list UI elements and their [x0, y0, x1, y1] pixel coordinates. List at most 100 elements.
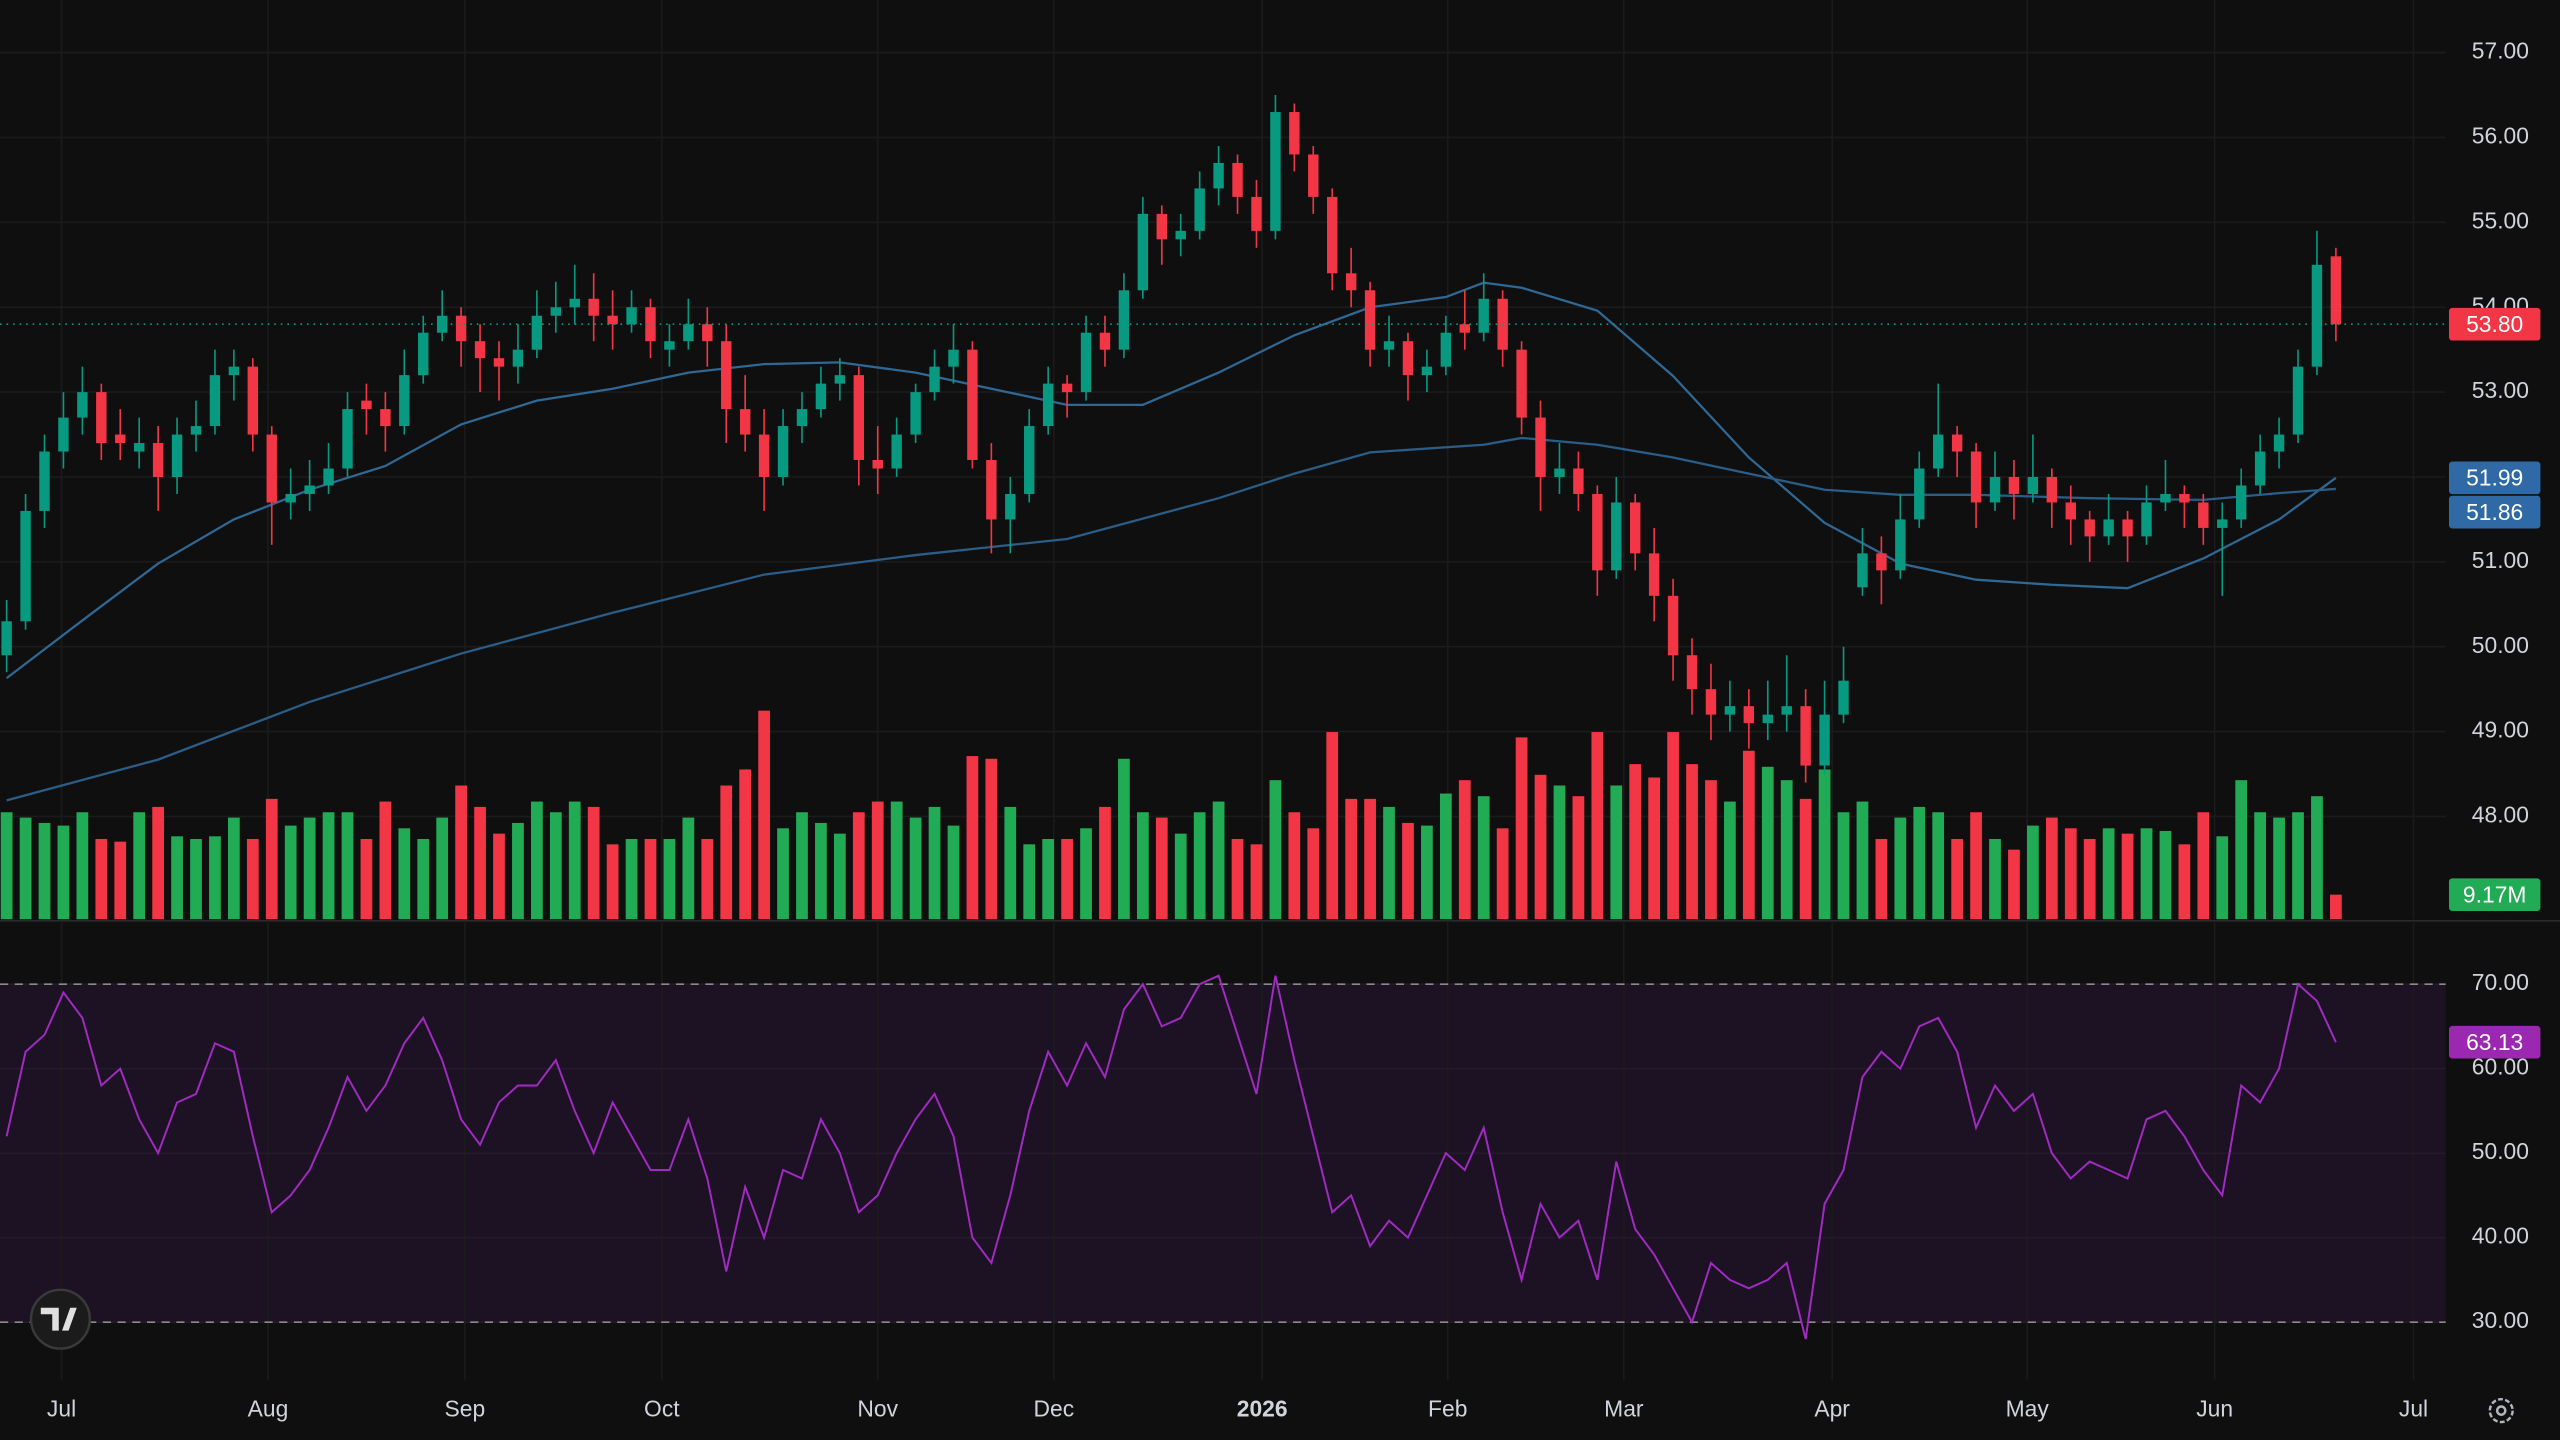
candle-body	[777, 426, 789, 477]
candle-body	[1232, 162, 1243, 197]
volume-bar	[38, 822, 51, 920]
volume-bar	[852, 812, 865, 920]
candle-body	[247, 366, 259, 435]
volume-bar	[985, 758, 998, 920]
candle-body	[948, 349, 959, 367]
candle-body	[1024, 426, 1035, 494]
volume-bar	[1742, 750, 1755, 920]
volume-bar	[1951, 838, 1964, 920]
volume-bar	[228, 817, 240, 920]
volume-bar	[284, 825, 297, 920]
candle-body	[1800, 706, 1811, 766]
candle-body	[1421, 366, 1433, 376]
candle-body	[1743, 706, 1755, 724]
candle-body	[1535, 417, 1546, 477]
volume-bar	[796, 812, 808, 920]
candle-body	[1970, 451, 1982, 503]
candle-body	[1667, 595, 1679, 656]
candle-body	[304, 485, 315, 494]
candle-body	[1251, 196, 1262, 231]
volume-bar	[606, 844, 619, 920]
candle-body	[531, 315, 543, 350]
volume-bar	[1061, 838, 1073, 920]
candle-body	[1611, 502, 1622, 571]
volume-bar	[587, 806, 600, 920]
candle-body	[1270, 112, 1281, 231]
candle-body	[1989, 476, 2001, 503]
x-tick-label: 2026	[1237, 1396, 1288, 1422]
volume-bar	[1193, 812, 1206, 920]
candle-body	[455, 315, 467, 342]
volume-bar	[758, 710, 770, 920]
volume-bar	[1932, 812, 1945, 920]
candle-body	[664, 341, 675, 350]
volume-bar	[1780, 780, 1793, 920]
volume-bar	[1345, 798, 1358, 920]
candle-body	[1516, 349, 1527, 418]
volume-bar	[1496, 828, 1509, 920]
rsi-tick-label: 70.00	[2472, 969, 2529, 995]
volume-bar	[2330, 894, 2342, 920]
volume-bar	[1572, 796, 1585, 920]
volume-bar	[493, 833, 505, 920]
volume-bar	[1364, 798, 1376, 920]
candle-body	[2235, 485, 2247, 520]
volume-bar	[1155, 817, 1168, 920]
volume-bar	[57, 825, 70, 920]
gear-outer	[2488, 1397, 2514, 1424]
candle-body	[796, 409, 808, 427]
x-tick-label: Apr	[1814, 1396, 1850, 1422]
volume-bar	[455, 785, 467, 920]
volume-bar	[1023, 844, 1036, 920]
volume-bar	[152, 806, 164, 920]
settings-button[interactable]	[2488, 1397, 2514, 1424]
tradingview-logo[interactable]	[29, 1288, 92, 1350]
candle-body	[77, 392, 88, 418]
volume-bar	[1439, 793, 1452, 920]
candle-body	[1137, 213, 1149, 291]
candle-body	[891, 434, 902, 469]
candle-body	[474, 341, 486, 359]
candle-body	[399, 375, 410, 427]
candle-body	[152, 443, 164, 477]
volume-bar	[1136, 812, 1149, 920]
volume-bar	[568, 801, 581, 920]
volume-bar	[1799, 798, 1812, 920]
x-tick-label: May	[2006, 1396, 2050, 1422]
candle-body	[2122, 519, 2133, 537]
candle-body	[1705, 689, 1717, 715]
volume-bar	[1648, 777, 1661, 920]
volume-bar	[1231, 838, 1244, 920]
volume-bar	[890, 801, 903, 920]
candle-body	[702, 324, 713, 342]
candle-body	[285, 493, 296, 503]
candle-body	[910, 392, 921, 435]
volume-bar	[1080, 828, 1092, 920]
candle-body	[1819, 714, 1830, 766]
volume-bar	[1894, 817, 1907, 920]
volume-bar	[1913, 806, 1926, 920]
volume-bar	[1686, 764, 1698, 920]
candle-body	[929, 366, 940, 393]
volume-bar	[1458, 780, 1471, 920]
volume-bar	[2235, 780, 2248, 920]
candle-body	[1118, 290, 1130, 350]
candle-body	[1061, 383, 1073, 393]
gear-inner	[2495, 1405, 2507, 1416]
volume-bar	[701, 838, 714, 920]
volume-bar	[1307, 828, 1320, 920]
volume-bar	[1629, 764, 1642, 920]
volume-bar	[322, 812, 335, 920]
candle-body	[39, 451, 50, 511]
moving-average-label: 51.99	[2466, 465, 2523, 491]
candle-body	[115, 434, 126, 444]
volume-bar	[1383, 806, 1395, 920]
volume-bar	[417, 838, 430, 920]
candle-body	[1781, 706, 1792, 715]
volume-bar	[1837, 812, 1850, 920]
volume-bar	[2254, 812, 2267, 920]
candle-body	[1724, 706, 1736, 715]
candle-body	[1630, 502, 1641, 554]
candle-body	[872, 460, 883, 469]
